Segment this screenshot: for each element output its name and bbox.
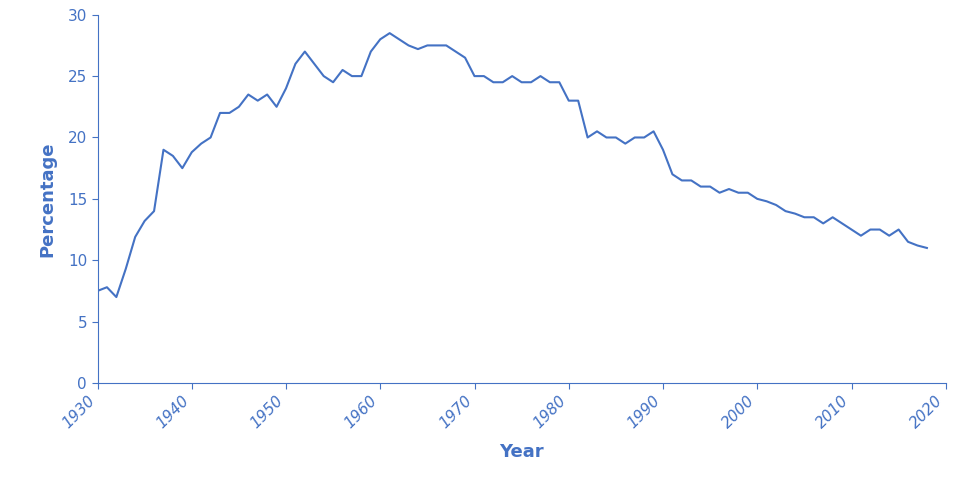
X-axis label: Year: Year [499,443,544,461]
Y-axis label: Percentage: Percentage [39,141,57,257]
